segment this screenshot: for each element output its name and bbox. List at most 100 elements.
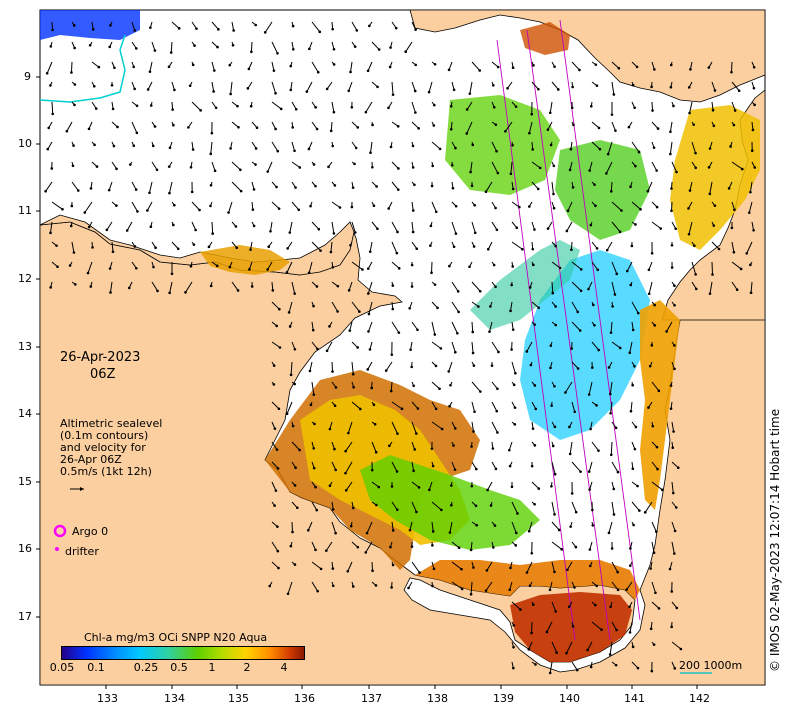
velocity-arrowhead <box>73 103 76 107</box>
velocity-arrowhead <box>554 305 557 308</box>
velocity-arrowhead <box>408 528 412 532</box>
velocity-arrowhead <box>395 508 399 512</box>
velocity-arrow <box>730 61 733 73</box>
velocity-arrowhead <box>494 206 497 210</box>
sealevel-info: Altimetric sealevel (0.1m contours) and … <box>60 418 162 478</box>
lon-label: 133 <box>97 692 118 705</box>
velocity-arrow <box>611 581 619 591</box>
velocity-arrow <box>391 81 394 95</box>
velocity-arrow <box>671 421 675 432</box>
velocity-arrow <box>551 641 558 653</box>
velocity-arrowhead <box>418 571 421 574</box>
velocity-arrowhead <box>489 504 493 507</box>
velocity-arrowhead <box>568 425 571 429</box>
velocity-arrow <box>571 61 580 71</box>
velocity-arrow <box>510 301 513 311</box>
chl-northeast <box>670 105 760 250</box>
velocity-arrowhead <box>513 423 517 426</box>
velocity-arrowhead <box>634 223 637 226</box>
velocity-arrowhead <box>638 509 641 512</box>
velocity-arrowhead <box>391 307 395 311</box>
velocity-arrowhead <box>532 603 535 606</box>
velocity-arrowhead <box>332 63 336 66</box>
velocity-arrowhead <box>575 668 579 672</box>
velocity-arrowhead <box>414 28 417 31</box>
velocity-arrowhead <box>146 209 149 212</box>
velocity-arrow <box>589 161 593 171</box>
velocity-arrow <box>451 81 455 90</box>
map-time: 06Z <box>90 367 116 382</box>
velocity-arrowhead <box>579 470 582 473</box>
velocity-arrowhead <box>73 46 76 50</box>
velocity-arrowhead <box>109 291 112 294</box>
velocity-arrowhead <box>391 284 395 287</box>
velocity-arrowhead <box>189 264 193 268</box>
velocity-arrow <box>549 101 553 113</box>
velocity-arrowhead <box>525 571 529 574</box>
colorbar-tick: 2 <box>243 661 251 674</box>
velocity-arrowhead <box>646 189 650 193</box>
velocity-arrowhead <box>149 225 153 229</box>
velocity-arrowhead <box>113 66 116 70</box>
velocity-arrowhead <box>530 112 534 116</box>
velocity-arrowhead <box>296 506 299 510</box>
velocity-arrowhead <box>673 529 677 533</box>
velocity-arrowhead <box>87 127 91 131</box>
velocity-arrow <box>391 401 403 410</box>
velocity-arrow <box>448 61 453 71</box>
velocity-arrowhead <box>312 304 315 308</box>
velocity-arrow <box>211 61 215 71</box>
velocity-arrowhead <box>168 146 172 150</box>
chl-carpentaria-bottom <box>510 592 632 662</box>
velocity-arrow <box>491 461 497 470</box>
legend-drifter: drifter <box>65 545 99 558</box>
velocity-arrowhead <box>209 183 213 187</box>
velocity-arrowhead <box>752 228 755 232</box>
velocity-arrowhead <box>486 488 489 492</box>
velocity-arrowhead <box>671 446 675 450</box>
velocity-arrowhead <box>168 191 171 195</box>
velocity-arrowhead <box>391 563 395 567</box>
velocity-arrow <box>731 241 735 253</box>
velocity-arrowhead <box>533 384 537 387</box>
velocity-arrowhead <box>356 346 359 349</box>
velocity-arrow <box>531 401 537 410</box>
velocity-arrowhead <box>135 47 138 50</box>
velocity-arrowhead <box>278 307 281 311</box>
velocity-arrowhead <box>633 106 636 110</box>
velocity-arrowhead <box>570 492 574 495</box>
velocity-arrowhead <box>329 129 333 133</box>
velocity-arrowhead <box>750 149 754 153</box>
velocity-arrow <box>367 361 373 370</box>
velocity-arrowhead <box>537 487 541 490</box>
velocity-arrowhead <box>484 589 488 592</box>
velocity-arrowhead <box>611 305 614 308</box>
velocity-arrowhead <box>248 268 251 271</box>
velocity-arrowhead <box>494 285 497 289</box>
velocity-arrowhead <box>291 424 295 428</box>
velocity-arrowhead <box>331 584 335 588</box>
velocity-arrowhead <box>493 524 497 527</box>
velocity-arrowhead <box>496 171 500 175</box>
velocity-arrowhead <box>133 245 137 248</box>
velocity-arrowhead <box>153 125 157 128</box>
velocity-arrowhead <box>309 403 313 407</box>
velocity-arrowhead <box>352 506 355 510</box>
velocity-arrowhead <box>347 289 351 292</box>
velocity-arrowhead <box>266 268 269 271</box>
velocity-arrow <box>271 301 280 310</box>
velocity-arrowhead <box>132 65 136 69</box>
velocity-arrowhead <box>86 271 90 275</box>
velocity-arrowhead <box>598 147 602 151</box>
velocity-arrowhead <box>91 28 95 31</box>
velocity-arrow <box>551 561 555 572</box>
velocity-arrow <box>46 61 53 74</box>
velocity-arrowhead <box>255 126 259 130</box>
velocity-arrow <box>151 281 158 292</box>
velocity-arrowhead <box>334 531 337 535</box>
velocity-arrowhead <box>605 172 608 175</box>
velocity-arrow <box>311 381 315 395</box>
velocity-arrow <box>731 101 736 111</box>
velocity-arrowhead <box>610 113 614 116</box>
velocity-arrow <box>451 221 457 234</box>
